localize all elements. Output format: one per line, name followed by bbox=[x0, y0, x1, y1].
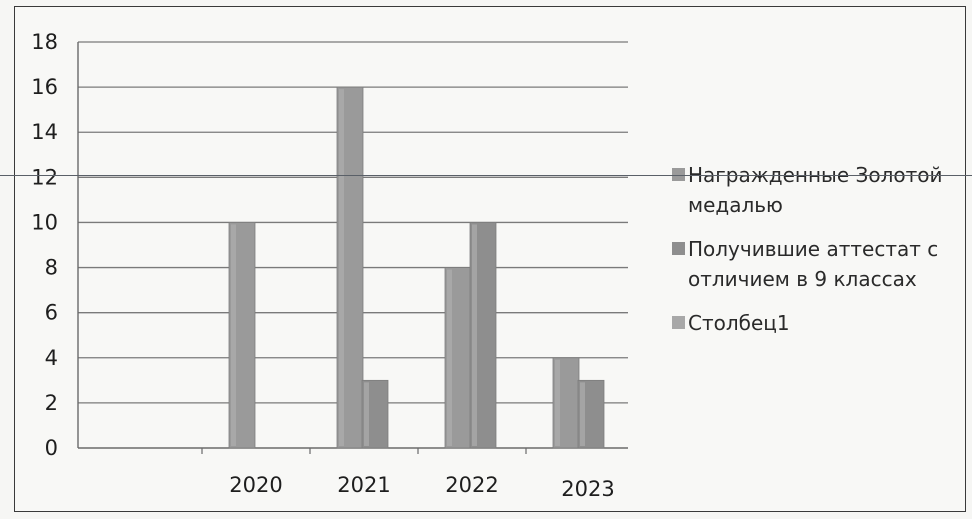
y-tick-label: 0 bbox=[45, 436, 58, 460]
legend-label-column1: Столбец1 bbox=[688, 311, 790, 335]
x-tick-label: 2021 bbox=[337, 473, 390, 497]
y-tick-label: 14 bbox=[31, 120, 58, 144]
y-tick-label: 10 bbox=[31, 210, 58, 234]
x-tick-label: 2020 bbox=[229, 473, 282, 497]
y-tick-label: 18 bbox=[31, 30, 58, 54]
bar-highlight bbox=[231, 224, 236, 446]
y-tick-label: 6 bbox=[45, 301, 58, 325]
bar-highlight bbox=[472, 224, 477, 446]
chart-legend: Награжденные Золотой медалью Получившие … bbox=[670, 160, 970, 338]
x-tick-label: 2022 bbox=[445, 473, 498, 497]
legend-label-honors-certificate: Получившие аттестат с отличием в 9 класс… bbox=[688, 237, 939, 291]
y-tick-label: 12 bbox=[31, 165, 58, 189]
y-tick-label: 4 bbox=[45, 346, 58, 370]
legend-swatch-gold-medal bbox=[672, 168, 685, 181]
scan-line bbox=[0, 175, 972, 176]
legend-item-honors-certificate: Получившие аттестат с отличием в 9 класс… bbox=[670, 234, 970, 294]
bar-highlight bbox=[447, 269, 452, 446]
y-tick-label: 16 bbox=[31, 75, 58, 99]
bar-highlight bbox=[555, 359, 560, 446]
legend-item-gold-medal: Награжденные Золотой медалью bbox=[670, 160, 970, 220]
legend-item-column1: Столбец1 bbox=[670, 308, 970, 338]
y-tick-label: 2 bbox=[45, 391, 58, 415]
y-tick-label: 8 bbox=[45, 256, 58, 280]
bar-highlight bbox=[339, 89, 344, 446]
legend-swatch-honors-certificate bbox=[672, 242, 685, 255]
bar-highlight bbox=[364, 382, 369, 446]
legend-label-gold-medal: Награжденные Золотой медалью bbox=[688, 163, 943, 217]
bar-highlight bbox=[580, 382, 585, 446]
x-tick-label: 2023 bbox=[561, 477, 614, 501]
legend-swatch-column1 bbox=[672, 316, 685, 329]
